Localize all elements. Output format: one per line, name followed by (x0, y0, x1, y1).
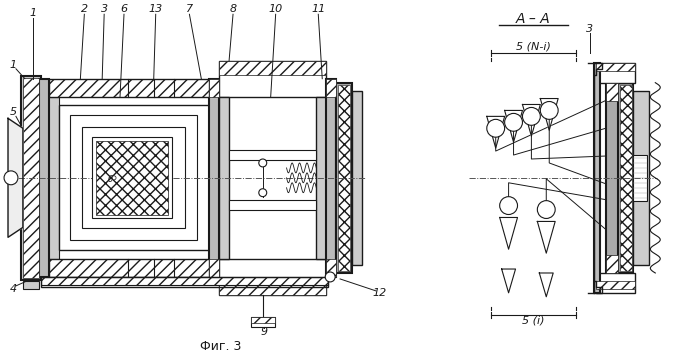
Bar (229, 150, 316, 160)
Text: б: б (108, 175, 113, 184)
Polygon shape (540, 273, 553, 297)
Circle shape (538, 201, 555, 219)
Bar (219, 61, 326, 75)
Text: 2: 2 (81, 4, 88, 14)
Circle shape (500, 197, 517, 215)
Text: 3: 3 (101, 4, 108, 14)
Polygon shape (522, 104, 540, 136)
Text: 12: 12 (373, 288, 387, 298)
Bar (219, 281, 326, 295)
Bar (96, 141, 168, 215)
Text: 9: 9 (260, 328, 267, 337)
Bar (59, 105, 209, 250)
Text: Фиг. 3: Фиг. 3 (201, 340, 242, 353)
Bar (229, 200, 316, 210)
Circle shape (112, 176, 116, 180)
Bar (618, 83, 633, 273)
Text: 6: 6 (120, 4, 127, 14)
Bar (219, 61, 326, 96)
Polygon shape (487, 116, 505, 148)
Text: А – А: А – А (516, 12, 551, 26)
Bar (594, 63, 600, 293)
Bar (633, 90, 649, 265)
Bar (23, 78, 38, 278)
Bar (71, 115, 197, 240)
Polygon shape (540, 99, 559, 130)
Text: 1: 1 (29, 8, 36, 18)
Bar (251, 316, 275, 323)
Circle shape (505, 114, 522, 131)
Circle shape (259, 159, 267, 167)
Polygon shape (505, 110, 522, 142)
Bar (596, 63, 635, 83)
Text: 4: 4 (9, 284, 17, 294)
Bar (41, 277, 329, 285)
Circle shape (522, 108, 540, 125)
Circle shape (325, 272, 335, 282)
Bar (209, 79, 219, 96)
Bar (219, 259, 326, 295)
Bar (619, 85, 631, 271)
Text: 1: 1 (9, 60, 17, 70)
Bar (21, 76, 41, 280)
Bar (219, 96, 229, 259)
Polygon shape (8, 118, 23, 237)
Text: 5 (N-i): 5 (N-i) (516, 42, 551, 52)
Bar (82, 127, 185, 229)
Bar (316, 96, 326, 259)
Bar (352, 90, 362, 265)
Bar (326, 79, 336, 96)
Text: 5 (i): 5 (i) (522, 315, 545, 326)
Bar (338, 85, 350, 271)
Bar (326, 79, 336, 277)
Bar (596, 63, 635, 71)
Bar (596, 281, 635, 289)
Polygon shape (502, 269, 516, 293)
Bar (209, 79, 219, 277)
Text: 5: 5 (9, 108, 17, 117)
Bar (606, 255, 618, 273)
Bar (251, 316, 275, 326)
Bar (92, 137, 171, 219)
Text: 11: 11 (311, 4, 326, 14)
Text: 7: 7 (186, 4, 193, 14)
Bar (209, 259, 219, 277)
Text: 8: 8 (229, 4, 236, 14)
Text: 13: 13 (149, 4, 163, 14)
Bar (336, 83, 352, 273)
Text: 10: 10 (268, 4, 283, 14)
Circle shape (259, 189, 267, 197)
Bar (38, 79, 49, 277)
Bar (41, 277, 329, 287)
Bar (49, 259, 209, 277)
Polygon shape (500, 218, 517, 249)
Bar (596, 273, 635, 293)
Bar (606, 83, 618, 273)
Polygon shape (538, 221, 555, 253)
Text: 3: 3 (586, 24, 593, 34)
Circle shape (487, 119, 505, 137)
Bar (49, 96, 59, 259)
Circle shape (540, 101, 559, 119)
Bar (23, 281, 38, 289)
Bar (633, 155, 647, 201)
Bar (326, 259, 336, 277)
Circle shape (4, 171, 18, 185)
Bar (606, 83, 618, 100)
Bar (49, 79, 209, 96)
